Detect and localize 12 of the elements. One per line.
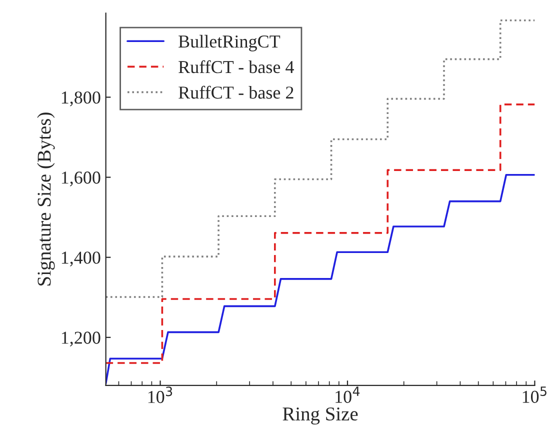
legend-label: RuffCT - base 4 (178, 60, 294, 74)
x-tick-label: 10$^{5}$ (522, 386, 546, 403)
y-tick-label: 1,600 (62, 172, 100, 186)
legend-label: BulletRingCT (178, 34, 280, 52)
y-tick-label: 1,400 (62, 252, 100, 266)
legend-label: RuffCT - base 2 (178, 86, 294, 99)
y-tick-label: 1,800 (62, 91, 100, 106)
x-axis-title: Ring Size (282, 407, 358, 425)
x-tick-label: 10$^{4}$ (336, 386, 360, 403)
x-tick-label: 10$^{3}$ (148, 386, 172, 404)
y-axis-title: Signature Size (Bytes) (37, 112, 55, 286)
y-tick-label: 1,200 (62, 332, 100, 346)
